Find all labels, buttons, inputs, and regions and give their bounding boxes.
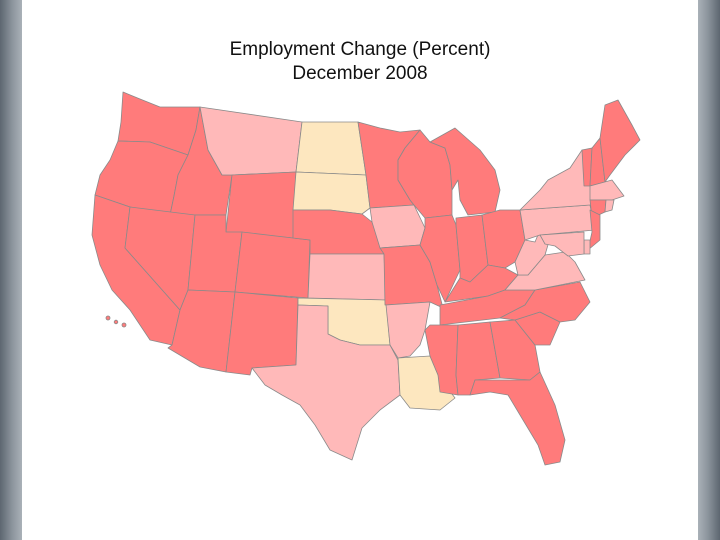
state-ma bbox=[589, 179, 625, 201]
state-wy bbox=[225, 171, 297, 239]
state-tx bbox=[251, 304, 401, 461]
state-nj bbox=[587, 209, 601, 251]
state-mi bbox=[429, 127, 501, 216]
state-nm bbox=[225, 291, 299, 376]
map-title: Employment Change (Percent) bbox=[229, 39, 491, 60]
state-il bbox=[419, 214, 461, 303]
state-ks bbox=[307, 253, 387, 301]
state-nd bbox=[295, 121, 367, 176]
state-sd bbox=[292, 171, 371, 215]
state-me bbox=[599, 99, 641, 183]
state-co bbox=[234, 231, 311, 299]
state-de bbox=[583, 239, 591, 255]
state-ia bbox=[369, 204, 426, 249]
state-md bbox=[539, 231, 585, 257]
state-fl bbox=[469, 371, 566, 466]
state-ri bbox=[604, 199, 615, 213]
state-nc bbox=[499, 281, 591, 323]
map-subtitle: December 2008 bbox=[292, 63, 428, 84]
state-ky bbox=[444, 264, 519, 303]
california-islands bbox=[105, 315, 127, 328]
state-ar bbox=[385, 301, 431, 359]
